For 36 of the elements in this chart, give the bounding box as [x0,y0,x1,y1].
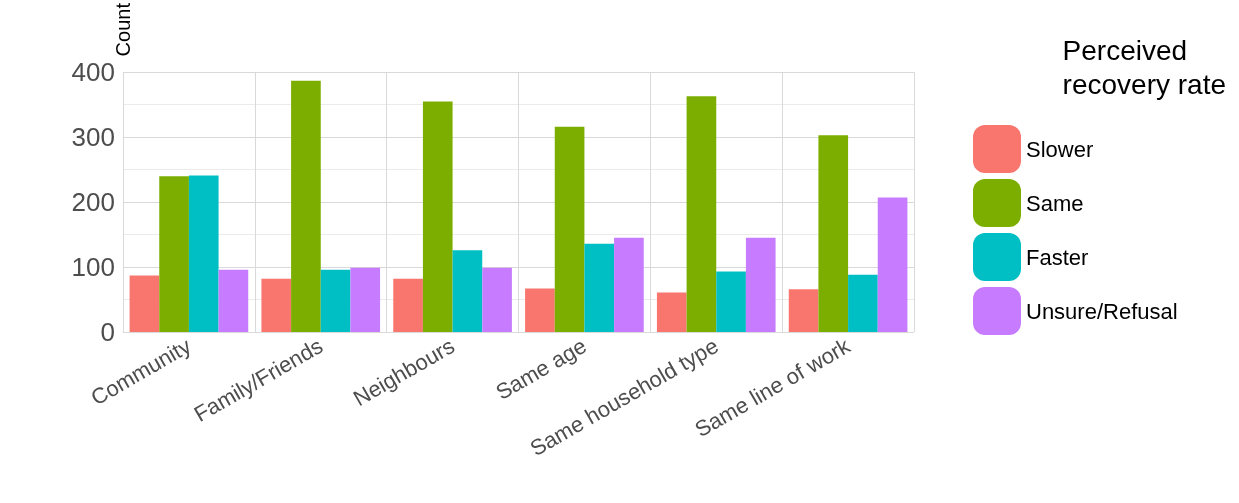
bar [422,101,453,332]
bar [716,271,746,332]
bar [320,269,351,332]
y-tick-label: 0 [100,317,115,347]
bar [291,80,321,332]
bar [350,267,381,332]
bar [452,250,483,332]
bar [614,237,644,332]
bar [554,126,585,332]
bar [848,274,878,332]
bar [129,275,160,332]
bar [525,288,555,332]
legend-label: Slower [1026,136,1094,162]
bar [393,278,423,332]
legend-label: Same [1026,190,1084,216]
bar [745,237,776,332]
bar [261,278,292,332]
bar [818,135,849,332]
y-tick-label: 400 [71,57,115,88]
legend-label: Faster [1026,244,1089,270]
y-axis-title: Count [112,2,134,57]
bar [656,292,687,332]
bar [686,96,717,332]
legend-title: Perceived recovery rate [1062,34,1227,100]
bar [218,269,249,332]
bar [482,267,512,332]
bar [877,197,908,332]
bar [788,289,819,332]
y-tick-label: 200 [71,187,115,218]
bar [188,175,219,332]
legend-label: Unsure/Refusal [1026,298,1178,324]
y-tick-label: 100 [71,252,115,283]
x-tick-label: Same age [491,333,591,405]
bar [159,176,189,332]
y-tick-label: 300 [71,122,115,153]
bar [584,243,615,332]
